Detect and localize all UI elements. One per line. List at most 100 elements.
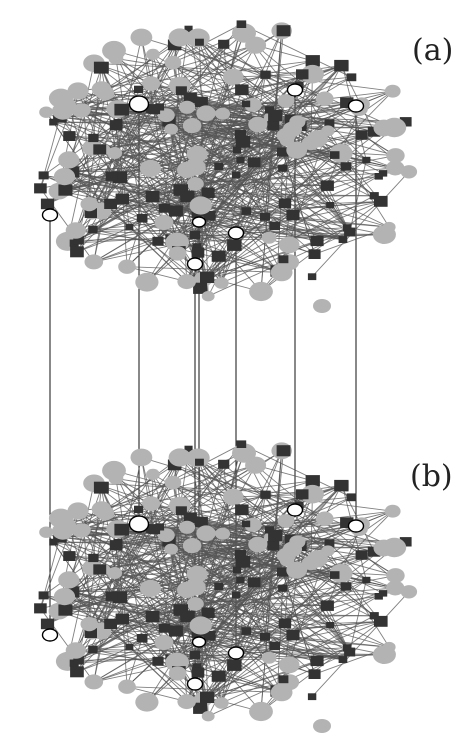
square-node xyxy=(109,120,123,131)
square-node xyxy=(260,70,271,79)
circle-node xyxy=(107,147,123,159)
square-node xyxy=(260,632,270,641)
shared-node xyxy=(191,216,207,228)
square-node xyxy=(338,656,348,663)
circle-node xyxy=(382,117,407,138)
square-node xyxy=(73,236,84,245)
shared-node xyxy=(286,83,304,97)
square-node xyxy=(145,191,160,202)
network-edge xyxy=(199,558,318,709)
square-node xyxy=(114,523,130,536)
circle-node xyxy=(154,214,174,231)
shared-node xyxy=(347,99,365,113)
square-node xyxy=(115,613,129,625)
square-node xyxy=(236,20,247,28)
square-node xyxy=(115,193,129,205)
square-node xyxy=(235,84,249,96)
circle-node xyxy=(96,505,115,521)
square-node xyxy=(231,591,241,599)
network-edge xyxy=(245,30,283,105)
circle-node xyxy=(248,536,268,553)
square-node xyxy=(277,567,289,577)
square-node xyxy=(268,529,283,542)
square-node xyxy=(278,618,292,629)
circle-node xyxy=(177,274,196,290)
circle-node xyxy=(139,579,161,598)
square-node xyxy=(175,506,187,516)
square-node xyxy=(93,61,109,74)
circle-node xyxy=(386,580,405,596)
square-node xyxy=(183,92,197,103)
square-node xyxy=(38,171,49,180)
square-node xyxy=(192,663,202,671)
circle-node xyxy=(277,514,295,528)
square-node xyxy=(183,512,197,523)
circle-node xyxy=(382,537,407,558)
network-edge xyxy=(67,509,102,662)
circle-node xyxy=(80,197,98,212)
network-edge xyxy=(105,457,181,514)
square-node xyxy=(168,625,183,637)
shared-nodes-layer-a xyxy=(41,83,365,313)
square-node xyxy=(194,516,208,528)
square-node xyxy=(267,541,280,551)
square-node xyxy=(340,517,354,528)
panel-label-a: (a) xyxy=(412,33,454,68)
square-node xyxy=(70,246,84,258)
circle-node xyxy=(386,148,405,164)
network-edge xyxy=(115,58,241,161)
network-edge xyxy=(126,266,187,283)
shared-node xyxy=(227,226,245,240)
square-node xyxy=(168,205,183,217)
square-node xyxy=(200,691,215,703)
circle-node xyxy=(179,520,196,534)
square-node xyxy=(320,180,334,191)
square-node xyxy=(193,702,208,714)
square-node xyxy=(278,584,288,592)
network-edge xyxy=(197,457,266,496)
square-node xyxy=(326,202,335,209)
circle-node xyxy=(53,588,76,606)
network-edge xyxy=(67,544,259,662)
network-edge xyxy=(276,168,284,272)
square-node xyxy=(367,546,381,557)
square-node xyxy=(227,239,242,251)
square-node xyxy=(399,537,412,547)
network-edge xyxy=(47,452,245,625)
circle-node xyxy=(201,291,215,302)
network-edge xyxy=(181,44,256,92)
square-node xyxy=(218,39,230,49)
square-node xyxy=(346,73,357,82)
circle-node xyxy=(164,475,182,490)
square-node xyxy=(134,505,144,514)
square-node xyxy=(346,493,357,502)
network-edge xyxy=(93,612,209,683)
network-edge xyxy=(126,638,143,687)
square-node xyxy=(104,618,117,629)
circle-node xyxy=(58,151,80,169)
circle-node xyxy=(182,118,202,134)
network-edge xyxy=(47,32,245,205)
square-node xyxy=(234,549,247,559)
circle-node xyxy=(130,28,153,47)
circle-node xyxy=(102,40,126,61)
circle-node xyxy=(400,585,418,599)
square-node xyxy=(201,607,215,618)
network-edge xyxy=(274,450,283,536)
square-node xyxy=(232,566,242,574)
circle-node xyxy=(135,272,159,292)
network-edge xyxy=(140,37,179,254)
network-edge xyxy=(126,485,342,688)
circle-node xyxy=(177,694,196,710)
square-node xyxy=(38,591,49,600)
square-node xyxy=(231,171,241,179)
shared-node xyxy=(347,519,365,533)
square-node xyxy=(374,593,383,600)
network-edge xyxy=(171,452,245,660)
square-node xyxy=(307,273,317,281)
circle-node xyxy=(168,448,191,467)
square-node xyxy=(334,59,349,72)
circle-node xyxy=(196,105,216,122)
circle-node xyxy=(384,84,401,98)
network-edge xyxy=(78,93,106,241)
